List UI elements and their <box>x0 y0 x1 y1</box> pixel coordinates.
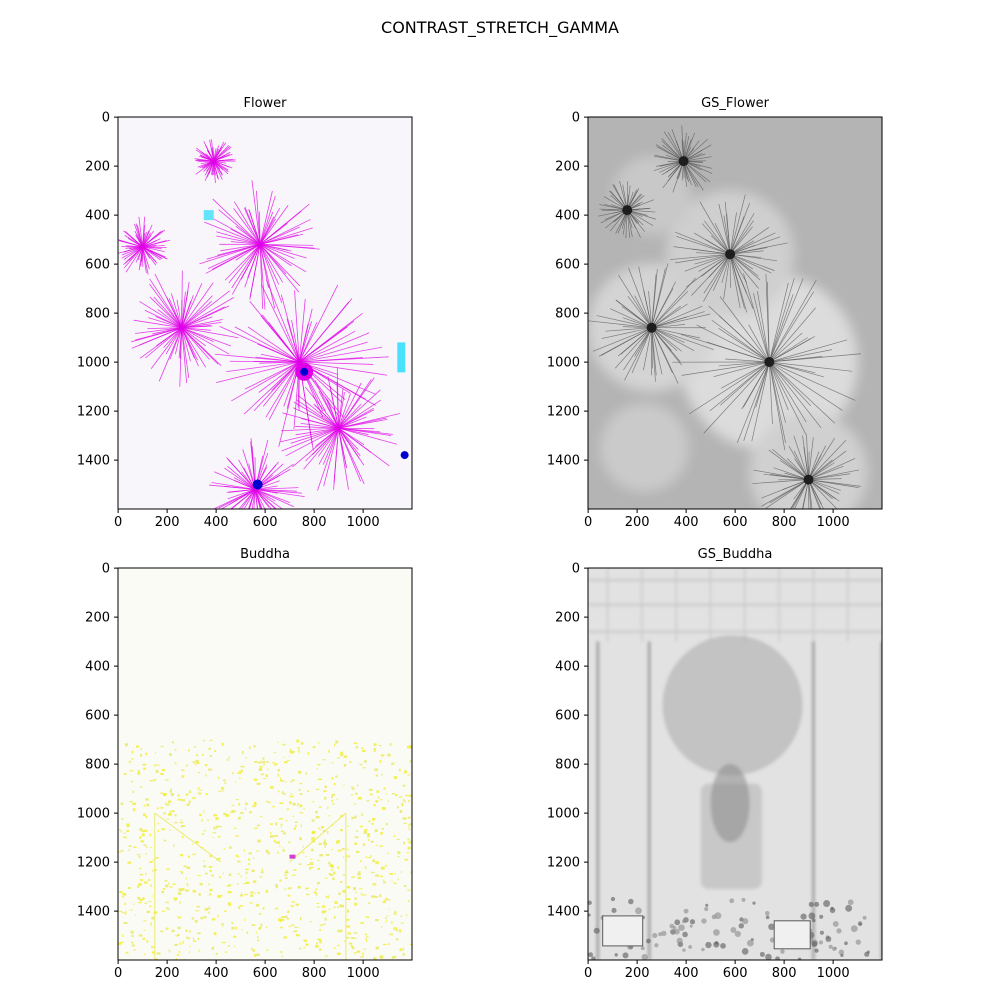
y-tick-label: 800 <box>85 307 110 322</box>
panel-buddha: 0 200 400 600 800 1000 0 200 400 600 800 1000 1200 14… <box>77 562 413 981</box>
x-tick-label: 200 <box>155 515 180 530</box>
y-tick-label: 0 <box>102 562 110 577</box>
y-tick-label: 400 <box>85 660 110 675</box>
panel-gs-flower: 0 200 400 600 800 1000 0 200 400 600 800 1000 1200 14… <box>547 111 883 530</box>
y-tick-label: 0 <box>572 111 580 126</box>
y-tick-label: 1400 <box>77 905 110 920</box>
x-tick-label: 0 <box>114 515 122 530</box>
x-tick-label: 600 <box>723 966 748 981</box>
y-tick-label: 800 <box>555 307 580 322</box>
x-tick-label: 400 <box>204 515 229 530</box>
panel-title-flower: Flower <box>243 96 287 111</box>
x-tick-label: 600 <box>723 515 748 530</box>
x-tick-label: 600 <box>253 966 278 981</box>
y-tick-label: 1000 <box>77 807 110 822</box>
y-tick-label: 1200 <box>77 856 110 871</box>
x-tick-label: 800 <box>772 515 797 530</box>
x-tick-label: 1000 <box>347 966 380 981</box>
image-buddha <box>118 568 412 960</box>
y-tick-label: 600 <box>85 709 110 724</box>
y-tick-label: 1000 <box>547 356 580 371</box>
x-tick-label: 0 <box>584 966 592 981</box>
y-tick-label: 1000 <box>547 807 580 822</box>
x-tick-label: 1000 <box>817 515 850 530</box>
y-tick-label: 200 <box>85 160 110 175</box>
image-flower <box>118 117 412 509</box>
x-tick-label: 400 <box>674 966 699 981</box>
x-tick-label: 1000 <box>817 966 850 981</box>
y-tick-label: 1400 <box>77 454 110 469</box>
y-tick-label: 0 <box>102 111 110 126</box>
y-tick-label: 800 <box>555 758 580 773</box>
y-tick-label: 1400 <box>547 905 580 920</box>
panel-gs-buddha: 0 200 400 600 800 1000 0 200 400 600 800 1000 1200 14… <box>547 562 883 981</box>
y-tick-label: 200 <box>85 611 110 626</box>
image-gs-flower <box>588 117 882 509</box>
x-tick-label: 800 <box>772 966 797 981</box>
y-tick-label: 600 <box>555 709 580 724</box>
y-tick-label: 1200 <box>547 405 580 420</box>
x-tick-label: 0 <box>114 966 122 981</box>
y-tick-label: 1000 <box>77 356 110 371</box>
x-tick-label: 800 <box>302 966 327 981</box>
x-tick-label: 600 <box>253 515 278 530</box>
y-tick-label: 0 <box>572 562 580 577</box>
x-tick-label: 200 <box>625 515 650 530</box>
x-tick-label: 800 <box>302 515 327 530</box>
y-tick-label: 1200 <box>547 856 580 871</box>
y-tick-label: 400 <box>85 209 110 224</box>
x-tick-label: 0 <box>584 515 592 530</box>
panel-flower: 0 200 400 600 800 1000 0 200 400 600 800 1000 1200 14… <box>77 111 413 530</box>
y-tick-label: 400 <box>555 209 580 224</box>
y-tick-label: 600 <box>555 258 580 273</box>
y-tick-label: 1200 <box>77 405 110 420</box>
x-tick-label: 400 <box>674 515 699 530</box>
x-tick-label: 200 <box>625 966 650 981</box>
y-tick-label: 200 <box>555 611 580 626</box>
panel-title-gs-flower: GS_Flower <box>701 96 769 111</box>
y-tick-label: 400 <box>555 660 580 675</box>
x-tick-label: 200 <box>155 966 180 981</box>
y-tick-label: 800 <box>85 758 110 773</box>
x-tick-label: 400 <box>204 966 229 981</box>
x-tick-label: 1000 <box>347 515 380 530</box>
y-tick-label: 200 <box>555 160 580 175</box>
y-tick-label: 600 <box>85 258 110 273</box>
panel-title-gs-buddha: GS_Buddha <box>697 547 773 562</box>
panel-title-buddha: Buddha <box>240 547 290 562</box>
y-tick-label: 1400 <box>547 454 580 469</box>
image-gs-buddha <box>588 568 882 960</box>
figure-title: CONTRAST_STRETCH_GAMMA <box>381 18 619 37</box>
